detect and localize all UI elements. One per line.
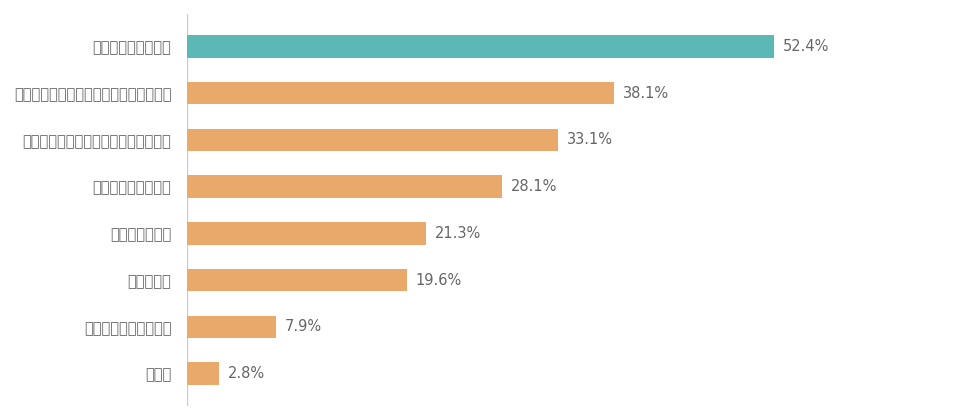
Bar (187, 35, 773, 58)
Text: 33.1%: 33.1% (566, 132, 612, 147)
Text: 19.6%: 19.6% (415, 273, 461, 288)
Bar (187, 362, 218, 385)
Bar (187, 82, 613, 105)
Text: 52.4%: 52.4% (781, 39, 828, 54)
Bar (187, 176, 502, 198)
Text: 2.8%: 2.8% (228, 366, 264, 381)
Bar (187, 269, 407, 291)
Text: 21.3%: 21.3% (434, 226, 480, 241)
Text: 7.9%: 7.9% (284, 319, 322, 334)
Text: 28.1%: 28.1% (510, 179, 556, 194)
Bar (187, 315, 276, 338)
Bar (187, 129, 557, 151)
Bar (187, 222, 425, 244)
Text: 38.1%: 38.1% (622, 86, 668, 101)
